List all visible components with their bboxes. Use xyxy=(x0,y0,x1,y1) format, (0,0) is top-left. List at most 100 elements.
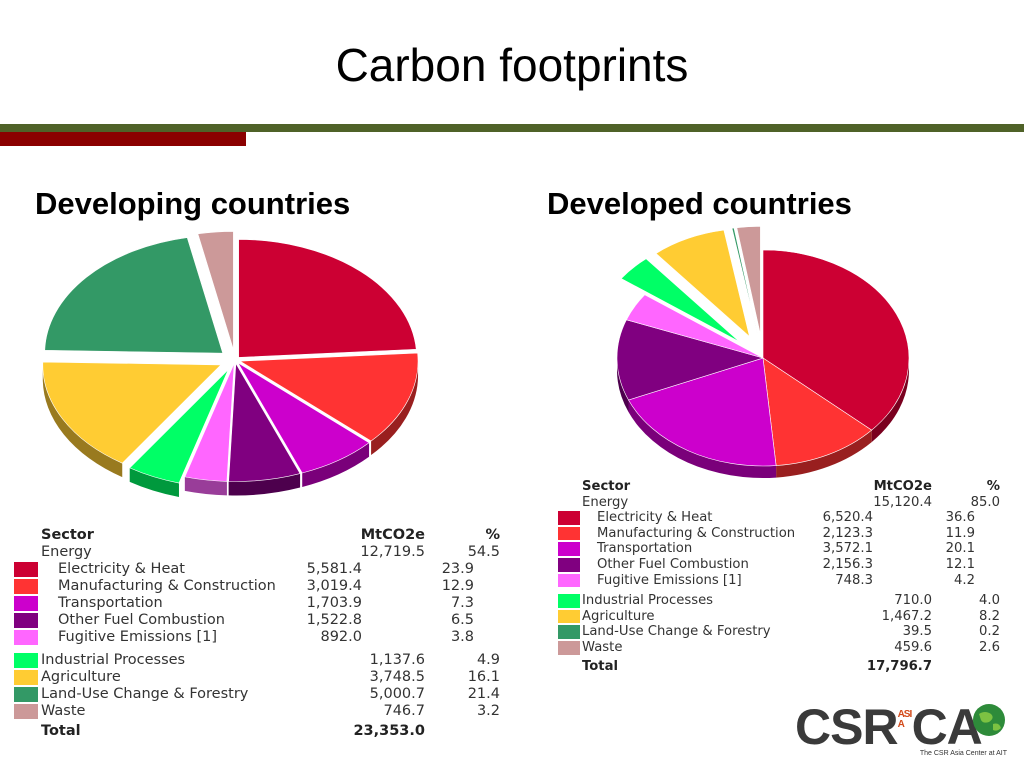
logo-text-right: CA xyxy=(911,699,983,755)
row-value: 710.0 xyxy=(894,593,932,609)
row-value: 1,522.8 xyxy=(306,612,362,628)
row-value: 5,000.7 xyxy=(369,686,425,702)
row-label: Waste xyxy=(582,640,623,655)
table-row: Industrial Processes 1,137.6 4.9 xyxy=(12,652,512,669)
row-pct: 2.6 xyxy=(979,640,1000,655)
table-row: Land-Use Change & Forestry 39.5 0.2 xyxy=(555,624,1015,640)
row-label: Land-Use Change & Forestry xyxy=(582,624,771,640)
row-value: 892.0 xyxy=(320,629,362,645)
row-pct: 3.2 xyxy=(476,703,500,719)
developed-table: Sector MtCO2e% Energy 15,120.4 85.0 Electrici… xyxy=(555,479,1015,684)
pie-slice-transportation xyxy=(628,357,777,467)
pie-slice-manufacturing-construction xyxy=(239,352,419,442)
row-label: Industrial Processes xyxy=(41,652,186,668)
row-pct: 12.1 xyxy=(945,557,975,572)
row-value: 39.5 xyxy=(902,624,932,640)
row-value: 746.7 xyxy=(383,703,425,719)
row-label: Land-Use Change & Forestry xyxy=(41,686,249,702)
legend-swatch xyxy=(558,625,580,639)
row-pct: 11.9 xyxy=(945,525,975,541)
legend-swatch xyxy=(558,542,580,556)
pie-slice-side-agriculture xyxy=(42,364,123,478)
row-label: Transportation xyxy=(597,541,693,557)
row-label: Fugitive Emissions [1] xyxy=(58,629,218,645)
row-value: 6,520.4 xyxy=(822,510,873,526)
legend-swatch xyxy=(558,526,580,541)
csr-asia-logo: CSRASIA CA The CSR Asia Center at AIT xyxy=(795,702,1015,762)
row-label: Transportation xyxy=(58,595,163,611)
legend-swatch xyxy=(14,704,38,719)
row-pct: 7.3 xyxy=(450,595,474,611)
table-row: Transportation 3,572.1 20.1 xyxy=(555,541,1015,557)
developing-title: Developing countries xyxy=(35,186,351,221)
pie-slice-land-use-change-forestry xyxy=(44,237,224,354)
row-value: 12,719.5 xyxy=(360,544,425,560)
row-label: Waste xyxy=(41,703,86,719)
pie-slice-electricity-heat xyxy=(762,249,910,431)
row-label: Electricity & Heat xyxy=(58,561,185,577)
row-label: Agriculture xyxy=(582,608,655,624)
legend-swatch xyxy=(558,558,580,572)
row-label: Electricity & Heat xyxy=(597,510,713,526)
globe-icon xyxy=(973,704,1005,736)
pie-slice-waste xyxy=(736,226,761,335)
row-pct: 23.9 xyxy=(441,561,474,577)
row-value: 2,156.3 xyxy=(822,557,873,572)
slide-title: Carbon footprints xyxy=(335,39,689,91)
row-label: Fugitive Emissions [1] xyxy=(597,572,742,588)
row-pct: 54.5 xyxy=(467,544,500,560)
logo-text-asia: ASIA xyxy=(897,709,913,730)
row-value: 3,748.5 xyxy=(369,669,425,685)
pie-slice-side-other-fuel-combustion xyxy=(228,473,301,496)
pie-slice-waste xyxy=(197,231,234,350)
table-row: Waste 459.6 2.6 xyxy=(555,640,1015,656)
pie-slice-side-industrial-processes xyxy=(129,467,179,498)
pie-depth xyxy=(617,358,909,478)
developed-pie-chart xyxy=(616,226,910,478)
legend-swatch xyxy=(14,596,38,611)
table-header-sector: Sector xyxy=(582,479,631,494)
row-label: Manufacturing & Construction xyxy=(597,525,796,541)
pie-slice-side-electricity-heat xyxy=(871,358,909,443)
row-pct: 0.2 xyxy=(979,624,1000,640)
pie-slice-side-manufacturing-construction xyxy=(371,361,419,456)
legend-swatch xyxy=(558,594,580,608)
pie-slice-side-manufacturing-construction xyxy=(776,430,872,478)
row-value: 3,572.1 xyxy=(822,541,873,557)
pie-slice-side-other-fuel-combustion xyxy=(617,358,629,413)
table-row: Land-Use Change & Forestry 5,000.7 21.4 xyxy=(12,686,512,703)
pie-slice-other-fuel-combustion xyxy=(616,319,765,401)
pie-slice-side-transportation xyxy=(628,400,777,478)
table-header-value: MtCO2e xyxy=(873,479,932,494)
row-value: 2,123.3 xyxy=(822,525,873,541)
pie-slice-fugitive-emissions-1- xyxy=(626,294,764,359)
developing-pie-chart xyxy=(42,231,419,498)
table-row: Electricity & Heat 6,520.4 36.6 xyxy=(555,510,1015,526)
row-pct: 12.9 xyxy=(441,578,474,594)
total-label: Total xyxy=(582,658,619,674)
table-row: Fugitive Emissions [1] 892.0 3.8 xyxy=(12,629,512,646)
pie-slice-industrial-processes xyxy=(129,369,229,484)
row-pct: 6.5 xyxy=(450,612,474,628)
legend-swatch xyxy=(14,630,38,645)
table-header-sector: Sector xyxy=(41,527,94,543)
row-value: 15,120.4 xyxy=(873,494,932,510)
pie-slice-transportation xyxy=(237,362,370,474)
pie-slice-industrial-processes xyxy=(620,258,740,343)
row-label: Energy xyxy=(582,494,629,510)
table-row: Electricity & Heat 5,581.4 23.9 xyxy=(12,561,512,578)
logo-wordmark: CSRASIA CA xyxy=(795,699,983,755)
developing-table: Sector MtCO2e% Energy 12,719.5 54.5 Electrici… xyxy=(12,527,512,752)
row-pct: 20.1 xyxy=(945,541,975,557)
developed-title: Developed countries xyxy=(547,186,852,221)
pie-depth xyxy=(42,361,419,498)
logo-subtitle: The CSR Asia Center at AIT xyxy=(919,750,1007,757)
legend-swatch xyxy=(14,653,38,668)
row-pct: 16.1 xyxy=(467,669,500,685)
legend-swatch xyxy=(558,573,580,588)
table-row: Industrial Processes 710.0 4.0 xyxy=(555,593,1015,609)
logo-text-left: CSR xyxy=(795,699,899,755)
total-value: 17,796.7 xyxy=(866,658,932,674)
table-row-energy: Energy 15,120.4 85.0 xyxy=(555,495,1015,511)
pie-slice-side-fugitive-emissions-1- xyxy=(184,476,227,496)
